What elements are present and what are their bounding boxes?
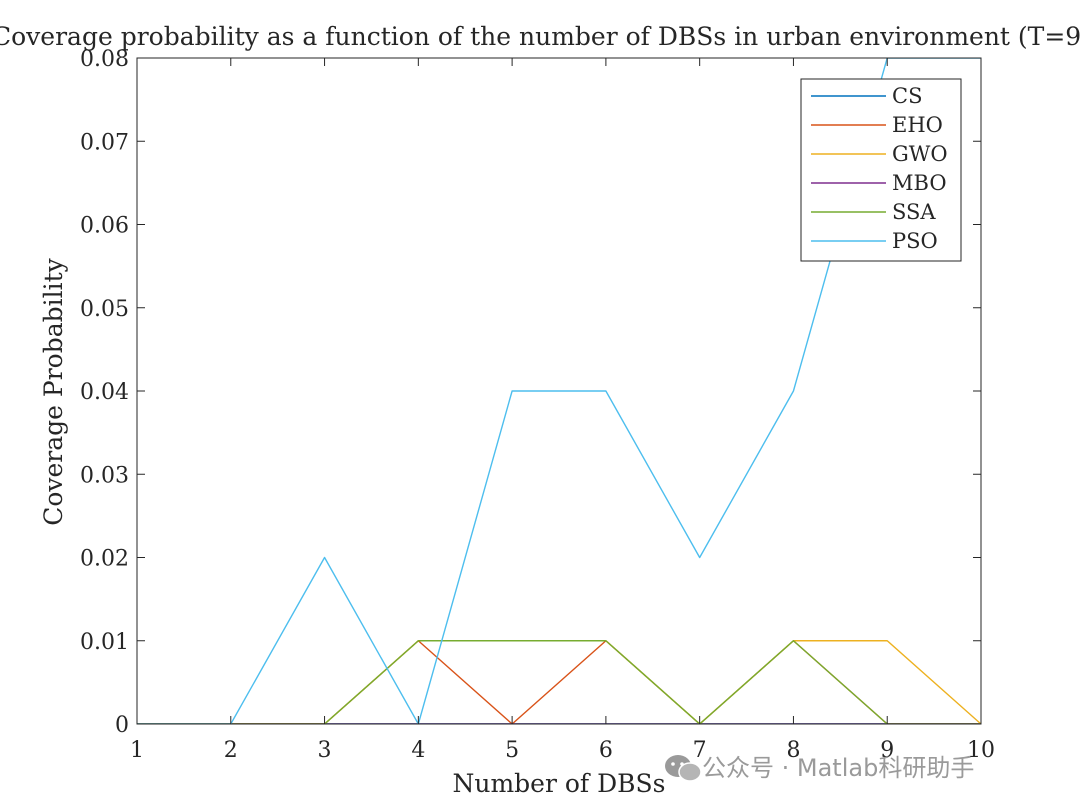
chart-title: Coverage probability as a function of th… (0, 22, 1080, 51)
y-tick-label: 0.04 (80, 380, 129, 405)
x-tick-label: 2 (224, 738, 238, 763)
y-tick-label: 0.05 (80, 297, 129, 322)
x-axis-label: Number of DBSs (452, 769, 665, 798)
y-tick-label: 0.08 (80, 47, 129, 72)
legend-label-mbo: MBO (892, 171, 947, 195)
series-line-ssa (137, 640, 981, 724)
legend-label-gwo: GWO (892, 142, 948, 166)
watermark-text: 公众号 · Matlab科研助手 (702, 754, 974, 782)
x-tick-label: 5 (505, 738, 519, 763)
x-tick-label: 4 (411, 738, 425, 763)
x-tick-label: 8 (786, 738, 800, 763)
legend-label-ssa: SSA (892, 200, 936, 224)
y-tick-label: 0.02 (80, 547, 129, 572)
x-tick-label: 3 (318, 738, 332, 763)
legend-box (800, 78, 962, 262)
y-axis-label: Coverage Probability (39, 257, 68, 525)
x-tick-label: 1 (130, 738, 144, 763)
x-tick-label: 6 (599, 738, 613, 763)
x-tick-label: 7 (693, 738, 707, 763)
wechat-icon (665, 755, 702, 782)
x-tick-label: 10 (967, 738, 995, 763)
y-tick-label: 0.06 (80, 214, 129, 239)
legend-label-eho: EHO (892, 113, 943, 137)
axes-layer: 1 2 3 4 5 6 7 8 9 10 0 0.01 0.02 0.03 0.04 0.05 0.06 0.07… (80, 47, 995, 763)
legend-label-cs: CS (892, 84, 922, 108)
x-tick-label: 9 (880, 738, 894, 763)
y-tick-label: 0 (115, 713, 129, 738)
y-tick-label: 0.03 (80, 463, 129, 488)
legend: CS EHO GWO MBO SSA PSO (800, 78, 962, 262)
legend-label-pso: PSO (892, 229, 938, 253)
y-tick-label: 0.01 (80, 630, 129, 655)
watermark: 公众号 · Matlab科研助手 (665, 754, 974, 782)
y-tick-label: 0.07 (80, 130, 129, 155)
